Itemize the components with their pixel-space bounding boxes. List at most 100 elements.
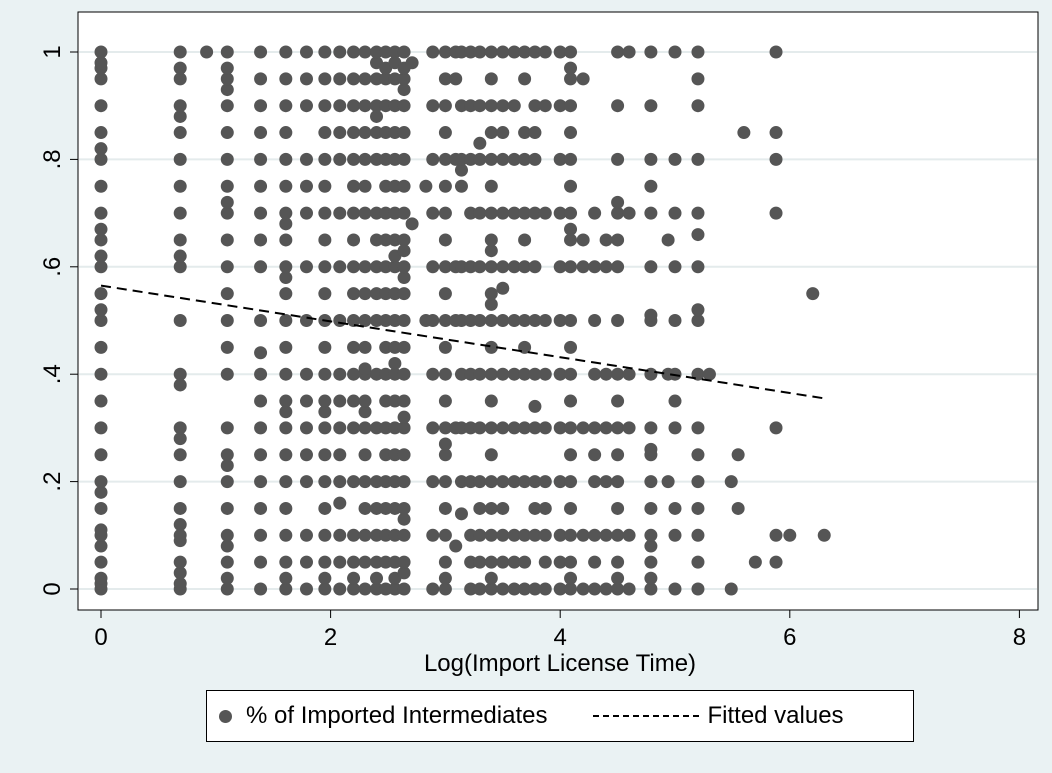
data-point xyxy=(454,179,468,193)
data-point xyxy=(473,136,487,150)
legend: % of Imported Intermediates Fitted value… xyxy=(206,690,914,742)
data-point xyxy=(611,582,625,596)
data-point xyxy=(254,179,268,193)
data-point xyxy=(622,582,636,596)
data-point xyxy=(464,45,478,59)
data-point xyxy=(173,314,187,327)
data-point xyxy=(200,45,214,59)
data-point xyxy=(279,314,293,327)
data-point xyxy=(528,126,542,140)
data-point xyxy=(518,152,532,166)
data-point xyxy=(173,518,187,532)
data-point xyxy=(94,314,108,327)
data-point xyxy=(538,582,552,596)
data-point xyxy=(473,260,487,274)
data-point xyxy=(358,528,372,542)
data-point xyxy=(496,281,510,295)
data-point xyxy=(611,195,625,209)
data-point xyxy=(397,45,411,59)
data-point xyxy=(318,179,332,193)
data-point xyxy=(507,367,521,381)
marker-icon xyxy=(219,709,232,723)
data-point xyxy=(173,555,187,569)
data-point xyxy=(769,555,783,569)
data-point xyxy=(254,72,268,86)
data-point xyxy=(464,260,478,274)
data-point xyxy=(538,99,552,113)
data-point xyxy=(279,152,293,166)
data-point xyxy=(397,512,411,526)
data-point xyxy=(333,367,347,381)
data-point xyxy=(484,367,498,381)
data-point xyxy=(254,233,268,247)
data-point xyxy=(388,260,402,274)
data-point xyxy=(691,152,705,166)
data-point xyxy=(528,399,542,413)
data-point xyxy=(318,394,332,408)
data-point xyxy=(538,555,552,569)
data-point xyxy=(279,179,293,193)
data-point xyxy=(484,421,498,435)
data-point xyxy=(299,206,313,220)
data-point xyxy=(611,394,625,408)
data-point xyxy=(397,421,411,435)
data-point xyxy=(464,367,478,381)
data-point xyxy=(611,367,625,381)
data-point xyxy=(379,555,393,569)
data-point xyxy=(484,555,498,569)
data-point xyxy=(438,394,452,408)
data-point xyxy=(661,233,675,247)
data-point xyxy=(564,555,578,569)
dashed-line-icon xyxy=(593,715,700,717)
data-point xyxy=(588,421,602,435)
data-point xyxy=(397,206,411,220)
data-point xyxy=(347,72,361,86)
data-point xyxy=(538,421,552,435)
data-point xyxy=(370,528,384,542)
data-point xyxy=(358,394,372,408)
data-point xyxy=(668,394,682,408)
data-point xyxy=(464,555,478,569)
data-point xyxy=(564,152,578,166)
data-point xyxy=(397,367,411,381)
data-point xyxy=(769,126,783,140)
data-point xyxy=(220,126,234,140)
y-tick-label: .6 xyxy=(39,257,66,277)
data-point xyxy=(518,582,532,596)
data-point xyxy=(397,566,411,580)
data-point xyxy=(388,99,402,113)
data-point xyxy=(564,260,578,274)
data-point xyxy=(370,126,384,140)
data-point xyxy=(464,314,478,327)
data-point xyxy=(668,45,682,59)
data-point xyxy=(388,475,402,489)
data-point xyxy=(318,233,332,247)
data-point xyxy=(484,244,498,258)
data-point xyxy=(496,582,510,596)
data-point xyxy=(507,582,521,596)
data-point xyxy=(318,287,332,301)
data-point xyxy=(279,271,293,285)
data-point xyxy=(449,72,463,86)
data-point xyxy=(438,437,452,451)
data-point xyxy=(553,152,567,166)
data-point xyxy=(370,206,384,220)
data-point xyxy=(518,126,532,140)
data-point xyxy=(318,501,332,515)
x-tick-label: 2 xyxy=(324,624,337,651)
data-point xyxy=(379,45,393,59)
data-point xyxy=(358,152,372,166)
data-point xyxy=(496,45,510,59)
x-tick-label: 0 xyxy=(94,624,107,651)
data-point xyxy=(484,72,498,86)
data-point xyxy=(370,367,384,381)
data-point xyxy=(644,260,658,274)
data-point xyxy=(528,152,542,166)
data-point xyxy=(473,475,487,489)
data-point xyxy=(426,260,440,274)
data-point xyxy=(576,260,590,274)
data-point xyxy=(528,582,542,596)
data-point xyxy=(484,260,498,274)
data-point xyxy=(564,448,578,462)
axes: 0 .2 .4 .6 .8 1 0 2 4 6 8 xyxy=(39,45,1026,651)
